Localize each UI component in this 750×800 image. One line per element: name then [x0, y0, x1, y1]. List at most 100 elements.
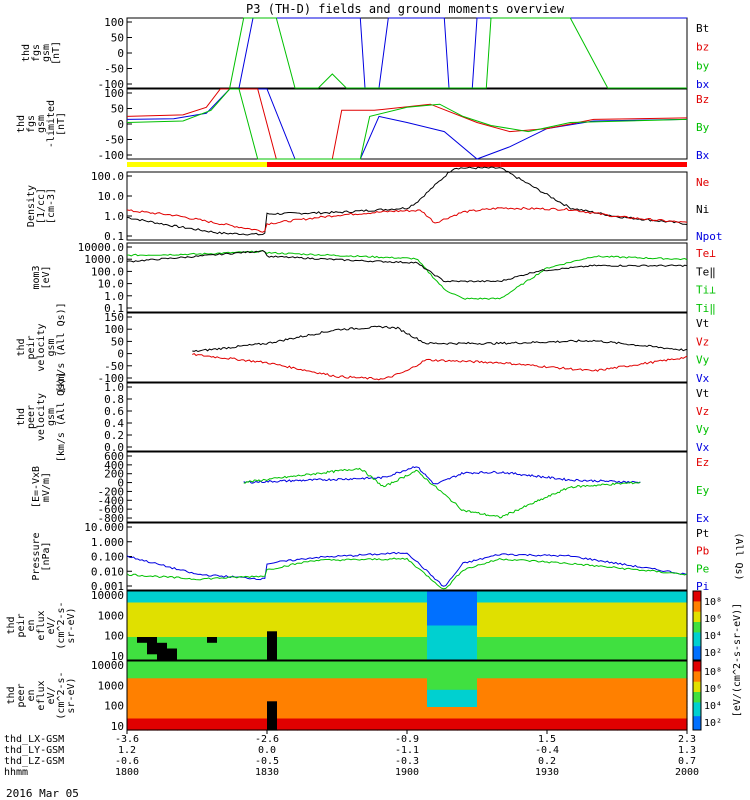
- spectrogram-cell: [527, 672, 538, 679]
- spectrogram-cell: [487, 678, 498, 685]
- spectrogram-cell: [557, 678, 568, 685]
- spectrogram-cell: [517, 608, 528, 615]
- colorbar-swatch: [693, 709, 701, 714]
- x-tick-label: -0.5: [255, 756, 279, 767]
- spectrogram-cell: [267, 712, 278, 720]
- spectrogram-cell: [197, 661, 208, 668]
- spectrogram-cell: [577, 637, 588, 644]
- spectrogram-cell: [317, 661, 328, 668]
- y-label-line: thd: [6, 616, 17, 634]
- spectrogram-cell: [677, 672, 688, 679]
- spectrogram-cell: [167, 614, 178, 621]
- spectrogram-cell: [377, 614, 388, 621]
- spectrogram-cell: [647, 614, 658, 621]
- spectrogram-cell: [627, 666, 638, 674]
- spectrogram-cell: [417, 608, 428, 615]
- spectrogram-cell: [177, 619, 188, 627]
- spectrogram-cell: [517, 648, 528, 655]
- spectrogram-cell: [307, 684, 318, 691]
- spectrogram-cell: [347, 695, 358, 702]
- spectrogram-cell: [397, 695, 408, 702]
- spectrogram-cell: [357, 718, 368, 725]
- spectrogram-cell: [637, 625, 648, 632]
- spectrogram-cell: [247, 672, 258, 679]
- spectrogram-cell: [207, 625, 218, 632]
- spectrogram-cell: [387, 642, 398, 650]
- spectrogram-cell: [167, 642, 178, 650]
- spectrogram-cell: [217, 648, 228, 655]
- spectrogram-cell: [327, 689, 338, 697]
- spectrogram-cell: [657, 614, 668, 621]
- spectrogram-cell: [447, 695, 458, 702]
- spectrogram-cell: [197, 678, 208, 685]
- spectrogram-cell: [227, 695, 238, 702]
- spectrogram-cell: [367, 724, 378, 731]
- spectrogram-cell: [437, 718, 448, 725]
- spectrogram-cell: [637, 596, 648, 604]
- spectrogram-cell: [277, 701, 288, 708]
- spectrogram-cell: [227, 619, 238, 627]
- spectrogram-cell: [457, 684, 468, 691]
- y-label-line: fgs: [26, 115, 37, 133]
- y-label-line: velocity: [36, 323, 47, 371]
- spectrogram-cell: [587, 718, 598, 725]
- spectrogram-cell: [547, 631, 558, 638]
- spectrogram-cell: [607, 608, 618, 615]
- spectrogram-cell: [237, 678, 248, 685]
- spectrogram-cell: [417, 642, 428, 650]
- spectrogram-cell: [667, 642, 678, 650]
- spectrogram-cell: [127, 684, 138, 691]
- y-tick-label: 0.001: [91, 580, 124, 593]
- spectrogram-cell: [627, 654, 638, 661]
- spectrogram-cell: [247, 678, 258, 685]
- spectrogram-cell: [467, 672, 478, 679]
- spectrogram-cell: [677, 666, 688, 674]
- spectrogram-cell: [537, 701, 548, 708]
- series-density-Ne: [126, 206, 688, 233]
- spectrogram-cell: [667, 724, 678, 731]
- spectrogram-cell: [587, 654, 598, 661]
- spectrogram-cell: [397, 614, 408, 621]
- spectrogram-cell: [437, 707, 448, 714]
- colorbar-swatch: [693, 639, 701, 644]
- spectrogram-cell: [307, 707, 318, 714]
- spectrogram-cell: [477, 718, 488, 725]
- spectrogram-cell: [407, 614, 418, 621]
- spectrogram-cell: [507, 642, 518, 650]
- spectrogram-cell: [587, 637, 598, 644]
- spectrogram-cell: [467, 707, 478, 714]
- spectrogram-cell: [507, 608, 518, 615]
- traces: [126, 17, 688, 590]
- spectrogram-cell: [287, 625, 298, 632]
- spectrogram-cell: [547, 689, 558, 697]
- spectrogram-cell: [357, 678, 368, 685]
- spectrogram-cell: [237, 661, 248, 668]
- spectrogram-cell: [137, 689, 148, 697]
- spectrogram-cell: [477, 695, 488, 702]
- spectrogram-cell: [557, 689, 568, 697]
- legend-entry: bz: [696, 41, 709, 54]
- spectrogram-cell: [557, 591, 568, 598]
- spectrogram-cell: [287, 591, 298, 598]
- spectrogram-cell: [187, 724, 198, 731]
- spectrogram-cell: [587, 631, 598, 638]
- spectrogram-cell: [267, 661, 278, 668]
- y-tick-label: 100.0: [91, 265, 124, 278]
- x-tick-label: 1930: [535, 767, 559, 778]
- y-tick-label: -50: [104, 63, 124, 76]
- y-tick-label: 1000: [98, 679, 125, 692]
- spectrogram-cell: [377, 672, 388, 679]
- spectrogram-cell: [307, 614, 318, 621]
- spectrogram-cell: [627, 631, 638, 638]
- spectrogram-cell: [257, 602, 268, 609]
- spectrogram-cell: [387, 678, 398, 685]
- spectrogram-cell: [617, 614, 628, 621]
- spectrogram-cell: [127, 619, 138, 627]
- spectrogram-cell: [597, 689, 608, 697]
- spectrogram-cell: [307, 642, 318, 650]
- spectrogram-cell: [147, 672, 158, 679]
- spectrogram-cell: [127, 701, 138, 708]
- spectrogram-cell: [577, 684, 588, 691]
- spectrogram-cell: [327, 602, 338, 609]
